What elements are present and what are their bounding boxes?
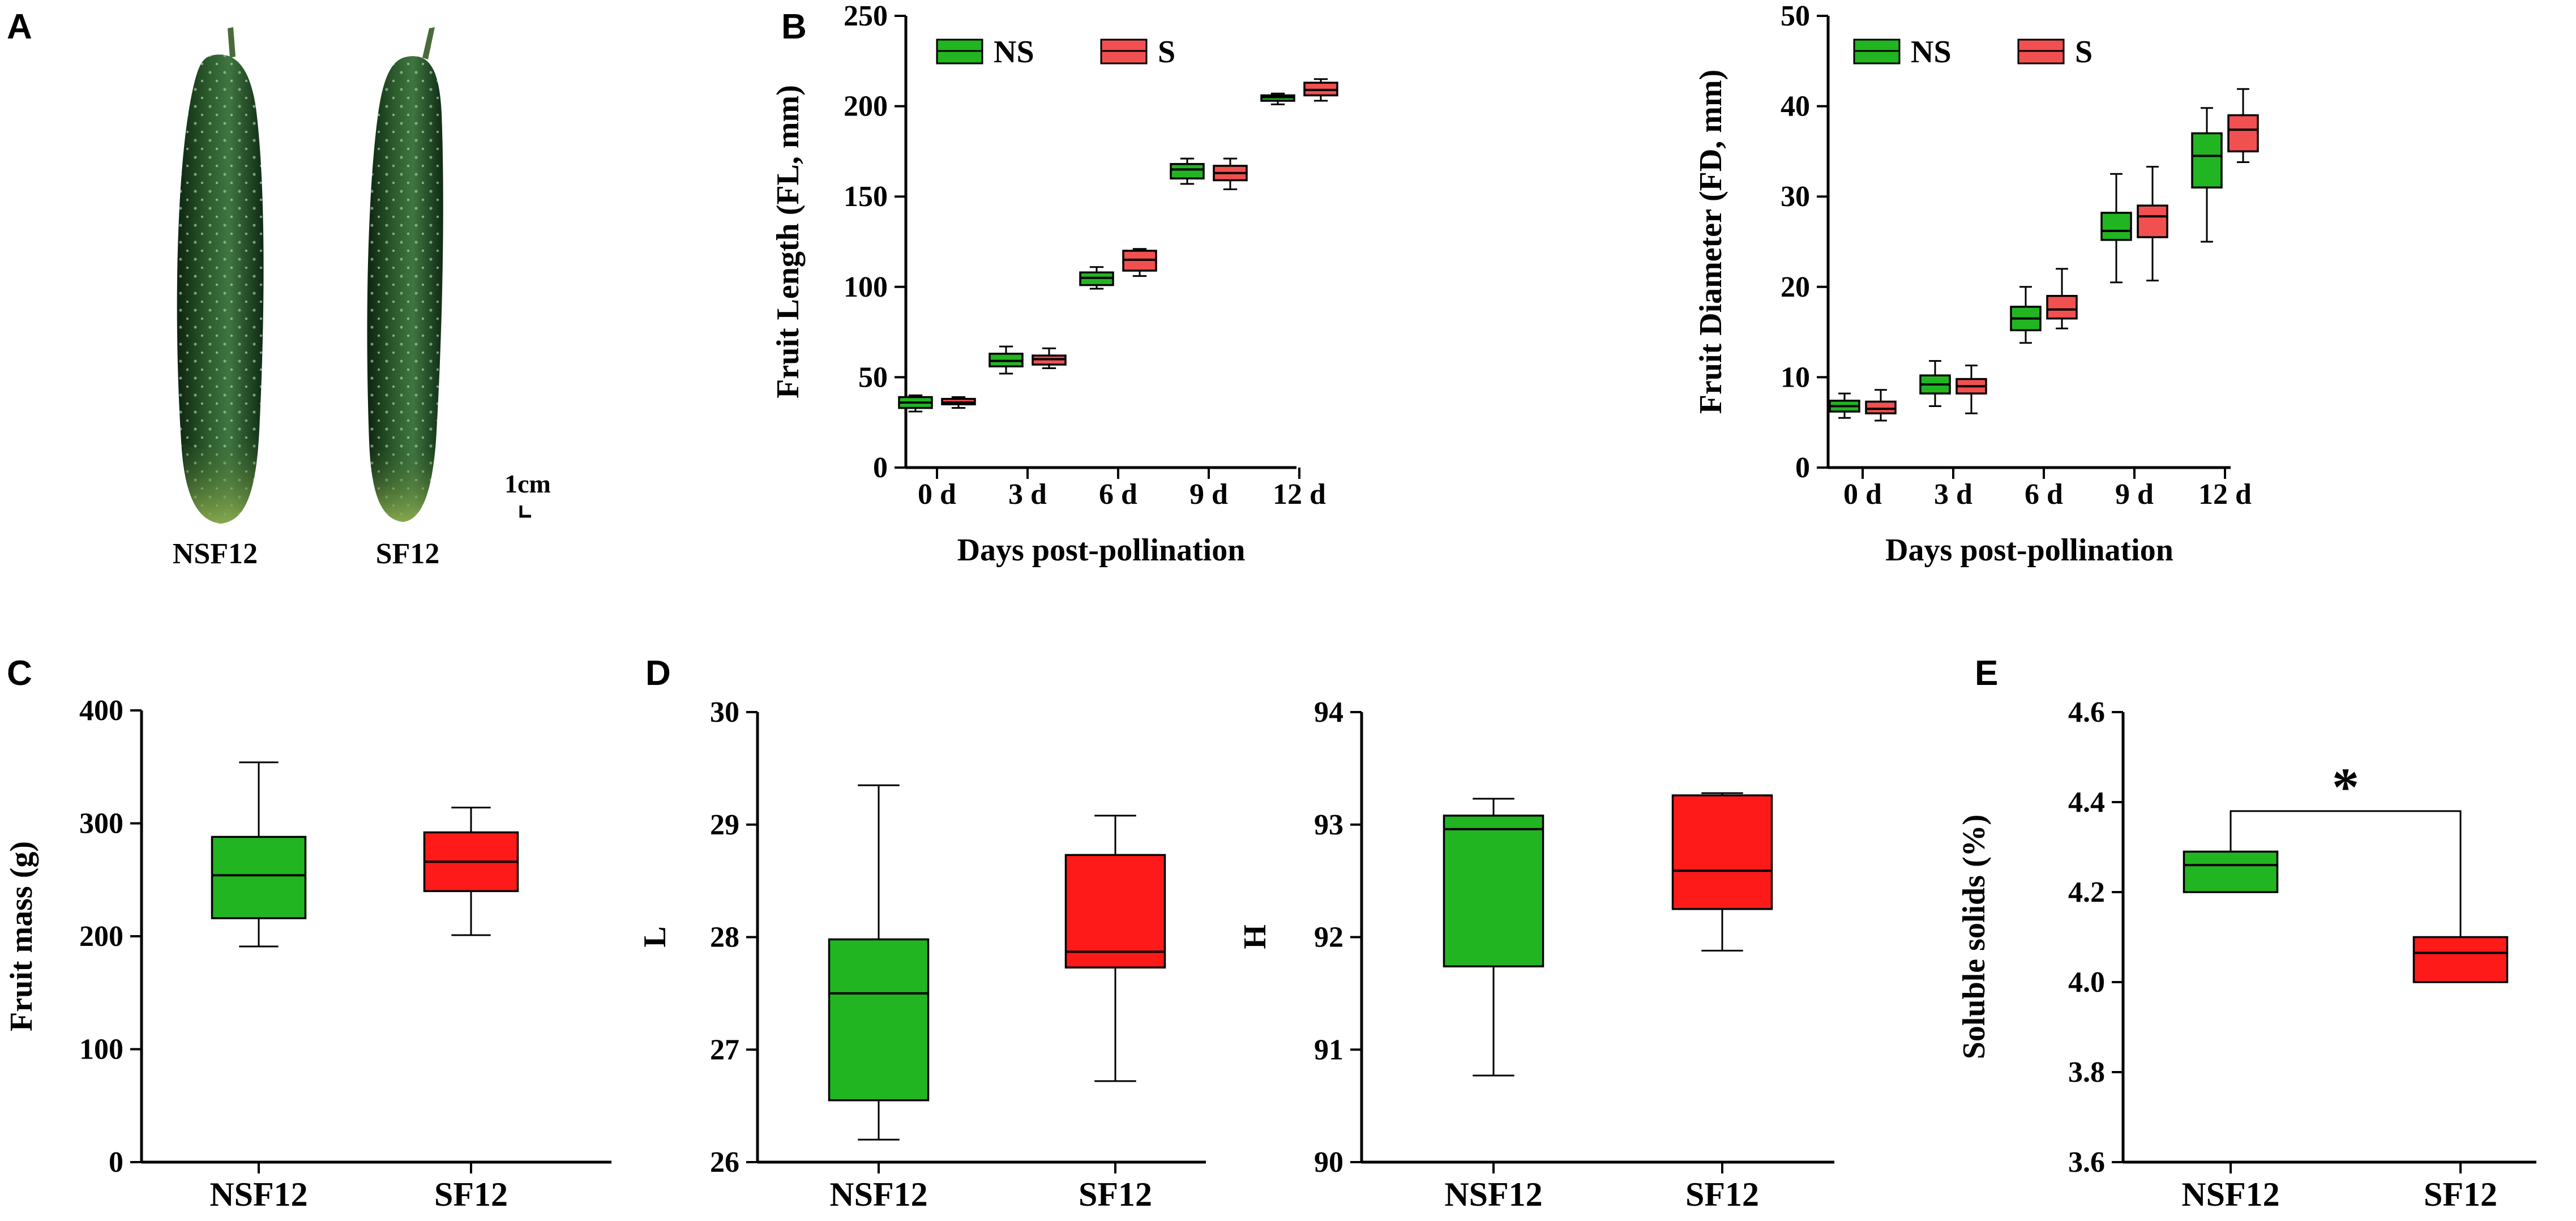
chart-d-lightness: 26 27 28 29 30 L NSF12 SF12 [637,696,1206,1213]
chart-b-fruit-length: 0 50 100 150 200 250 Fruit Length (FL, mm) 0 d 3… [771,0,1338,568]
panel-label-d: D [645,654,671,693]
legend-label: NS [994,35,1034,70]
y-tick-label: 50 [858,361,888,393]
y-axis-label: Soluble solids (%) [1957,815,1992,1060]
chart-e-soluble-solids: 3.6 3.8 4.0 4.2 4.4 4.6 Soluble solids (%) NSF1… [1957,696,2536,1213]
box [2412,936,2509,983]
y-tick-label: 94 [1314,696,1343,729]
y-axis-label: Fruit Length (FL, mm) [771,85,806,399]
y-tick-label: 20 [1781,271,1810,303]
y-tick-label: 250 [844,0,888,32]
legend-label: S [2075,35,2093,70]
y-tick-label: 100 [844,271,888,303]
panel-label-c: C [7,654,32,693]
y-tick-label: 30 [1781,181,1810,213]
box [1064,854,1166,969]
y-tick-label: 200 [79,920,123,953]
y-tick-label: 50 [1781,0,1810,32]
significance-marker: * [2332,757,2359,817]
x-tick-label: 9 d [2115,478,2154,511]
x-tick-label: SF12 [1079,1176,1152,1213]
y-tick-label: 91 [1314,1034,1343,1066]
y-tick-label: 0 [873,452,888,484]
y-tick-label: 28 [710,922,739,954]
box [2100,212,2132,241]
panel-label-e: E [1975,654,1998,693]
x-tick-label: SF12 [434,1176,508,1213]
panel-label-b: B [781,7,807,46]
y-axis-label: Fruit Diameter (FD, mm) [1693,70,1728,414]
x-tick-label: 12 d [1273,478,1326,511]
y-tick-label: 10 [1781,361,1810,393]
y-tick-label: 27 [710,1034,739,1066]
x-tick-label: 3 d [1008,478,1047,511]
box [2191,132,2223,188]
box [828,938,930,1102]
y-axis-label: Fruit mass (g) [4,841,39,1031]
y-tick-label: 0 [109,1146,123,1179]
photo-label-nsf12: NSF12 [173,538,258,570]
y-tick-label: 90 [1314,1146,1343,1179]
legend-label: NS [1911,35,1952,70]
y-axis-label: H [1238,924,1273,949]
y-tick-label: 3.6 [2068,1146,2105,1179]
y-tick-label: 92 [1314,922,1343,954]
y-tick-label: 0 [1795,452,1810,484]
x-tick-label: 0 d [1843,478,1882,511]
x-tick-label: 3 d [1934,478,1972,511]
box [2137,204,2168,238]
y-tick-label: 100 [79,1034,123,1066]
x-tick-label: SF12 [1685,1176,1759,1213]
y-tick-label: 200 [844,91,888,123]
chart-d-hue: 90 91 92 93 94 H NSF12 SF12 [1238,696,1834,1213]
cucumber-sf12-image [367,27,443,522]
significance-bracket [2230,810,2462,937]
box [1865,400,1897,414]
panel-label-a: A [7,7,32,46]
box [2227,114,2259,153]
y-tick-label: 30 [710,696,739,729]
cucumber-nsf12-image [177,27,264,524]
y-tick-label: 400 [79,695,123,727]
y-tick-label: 150 [844,181,888,213]
x-tick-label: SF12 [2424,1176,2497,1213]
x-tick-label: NSF12 [2181,1176,2279,1213]
chart-c-fruit-mass: 0 100 200 300 400 Fruit mass (g) NSF12 SF12 [4,695,611,1213]
x-tick-label: 6 d [1099,478,1137,511]
box [1170,162,1205,180]
scale-bar [519,505,531,518]
x-tick-label: 0 d [918,478,956,511]
chart-b-fruit-diameter: 0 10 20 30 40 50 Fruit Diameter (FD, mm) 0 d 3 d… [1693,0,2259,568]
box [211,836,307,919]
y-tick-label: 300 [79,808,123,840]
box [1671,794,1773,910]
x-tick-label: 12 d [2198,478,2252,511]
x-tick-label: NSF12 [209,1176,307,1213]
x-tick-label: 9 d [1189,478,1228,511]
y-tick-label: 26 [710,1146,739,1179]
x-tick-label: 6 d [2025,478,2063,511]
y-tick-label: 40 [1781,91,1810,123]
x-axis-label: Days post-pollination [1885,533,2173,568]
photo-label-sf12: SF12 [376,538,440,570]
y-axis-label: L [637,926,673,947]
photo-panel: NSF12 SF12 1cm [173,27,551,570]
x-tick-label: NSF12 [1444,1176,1542,1213]
y-tick-label: 4.2 [2068,876,2105,909]
y-tick-label: 4.4 [2068,786,2105,819]
x-axis-label: Days post-pollination [957,533,1246,568]
scale-bar-label: 1cm [504,469,551,498]
legend-label: S [1158,35,1175,70]
y-tick-label: 93 [1314,809,1343,841]
x-tick-label: NSF12 [829,1176,927,1213]
y-tick-label: 4.6 [2068,696,2105,729]
box [2183,850,2279,893]
y-tick-label: 3.8 [2068,1056,2105,1089]
y-tick-label: 29 [710,809,739,841]
y-tick-label: 4.0 [2068,966,2105,999]
box [1443,815,1544,967]
box [2046,295,2078,320]
